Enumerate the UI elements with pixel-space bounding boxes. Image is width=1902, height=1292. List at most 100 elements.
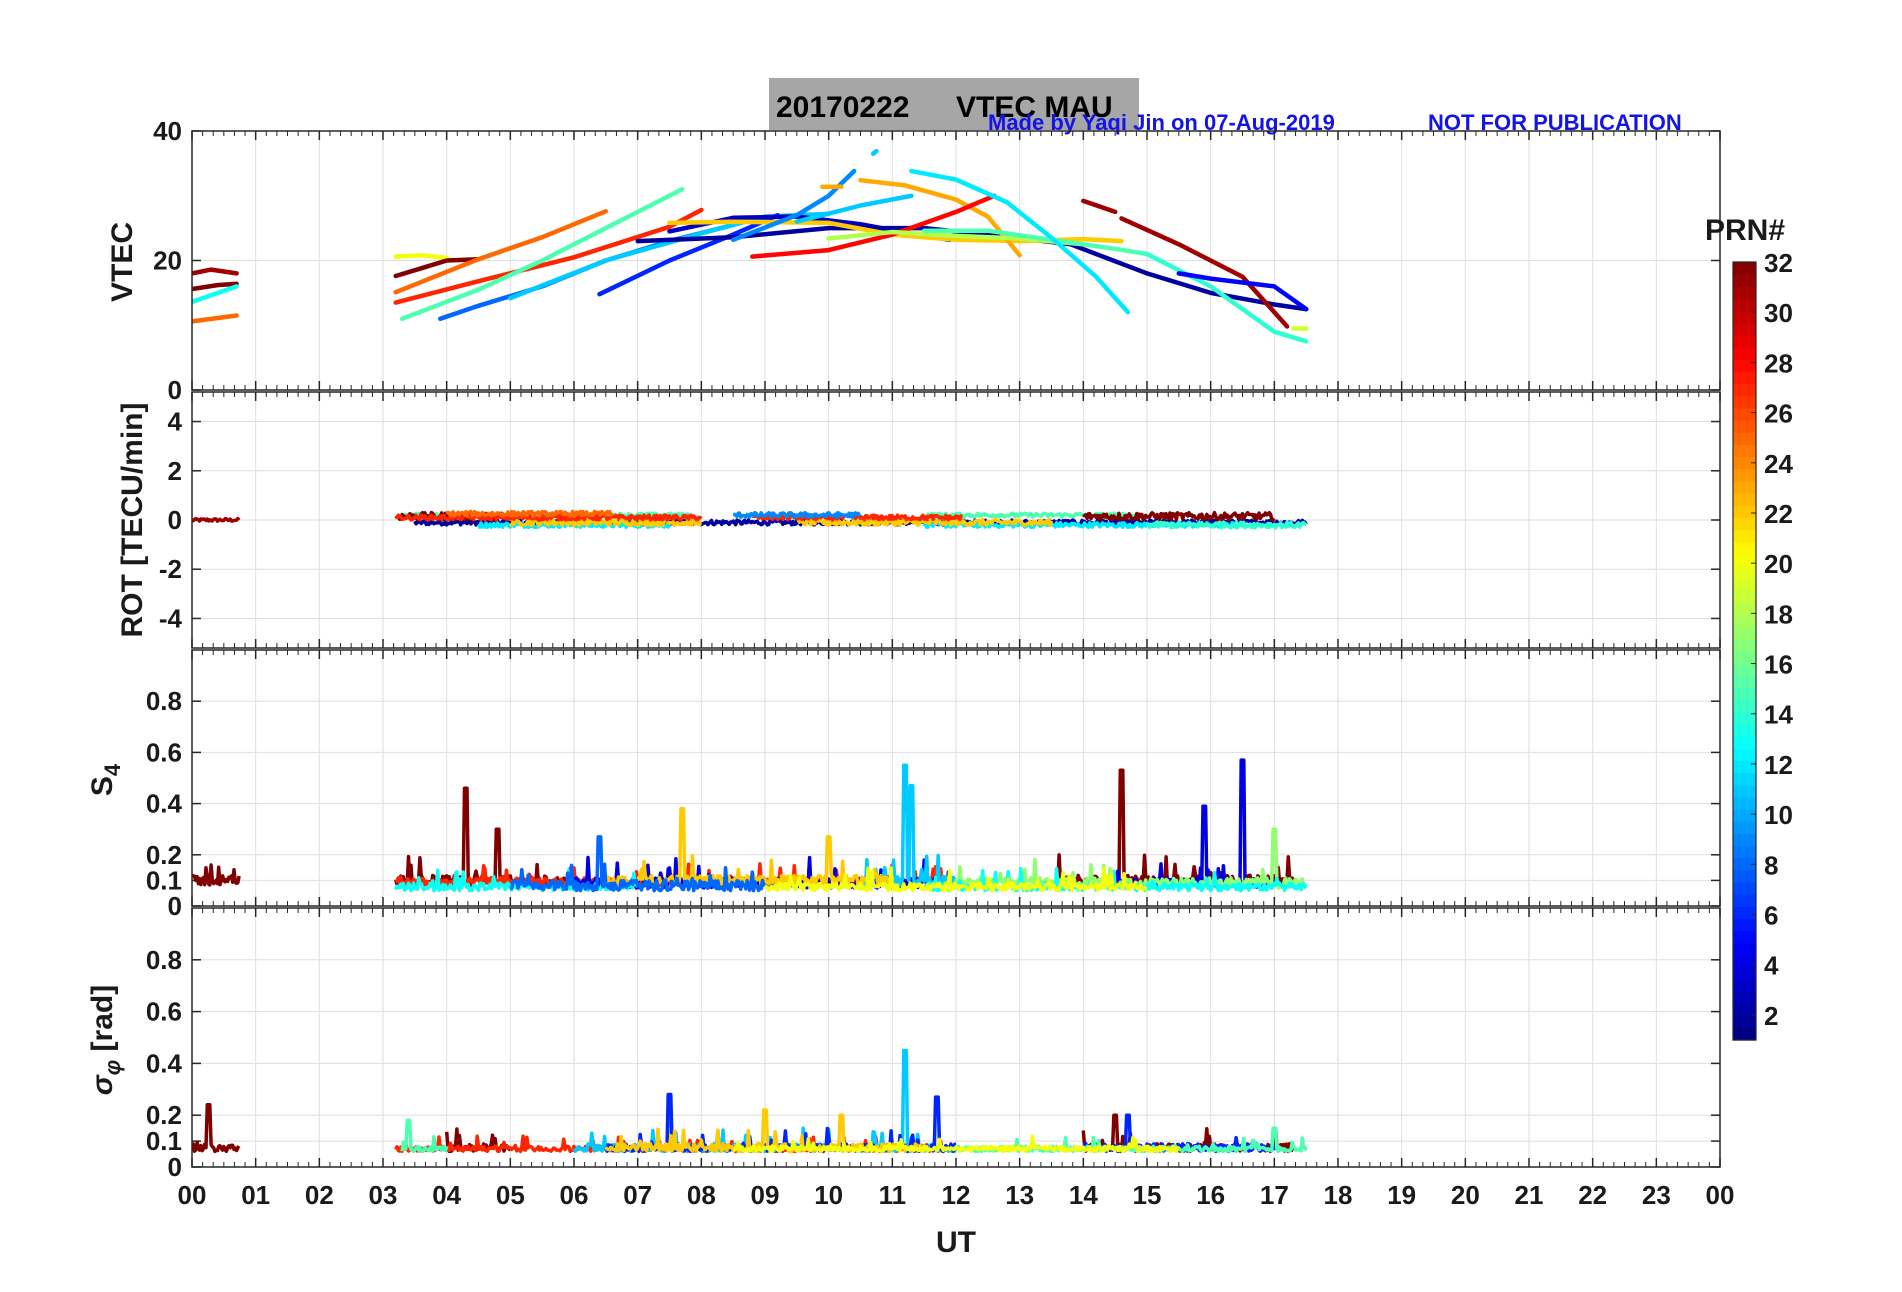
rot-ylabel: ROT [TECU/min] <box>116 403 149 638</box>
x-tick-label: 09 <box>751 1180 780 1210</box>
rot-series-prn-25 <box>445 509 614 519</box>
rot-series-prn-27 <box>395 513 703 522</box>
vtec-series-prn-25 <box>192 313 239 324</box>
s4-series-prn-8 <box>509 835 767 893</box>
x-tick-label: 11 <box>879 1180 907 1210</box>
colorbar-segment <box>1733 723 1756 737</box>
colorbar-segment <box>1733 675 1756 689</box>
colorbar-segment <box>1733 918 1756 932</box>
colorbar-segment <box>1733 638 1756 652</box>
colorbar-segment <box>1733 322 1756 336</box>
vtec-series-prn-32 <box>393 256 481 279</box>
colorbar-tick-label: 26 <box>1764 399 1793 429</box>
colorbar-segment <box>1733 821 1756 834</box>
x-axis-label: UT <box>936 1226 976 1259</box>
s4-ytick-label: 0.8 <box>146 686 182 716</box>
colorbar-segment <box>1733 492 1756 506</box>
vtec-series-prn-11 <box>794 193 914 224</box>
colorbar-segment <box>1733 480 1756 494</box>
colorbar-segment <box>1733 869 1756 883</box>
vtec-ytick-label: 40 <box>153 116 182 146</box>
colorbar-segment <box>1733 274 1756 287</box>
x-tick-label: 03 <box>369 1180 398 1210</box>
colorbar-segment <box>1733 334 1756 348</box>
x-tick-label: 18 <box>1324 1180 1353 1210</box>
vtec-series-prn-23 <box>858 177 1022 258</box>
sigma-ytick-label: 0.4 <box>146 1048 183 1078</box>
vtec-series-prn-6 <box>597 212 780 297</box>
panel-rot: -4 -2 0 2 4 ROT [TECU/min] <box>116 391 1721 649</box>
sigma-ytick-label: 0.8 <box>146 945 182 975</box>
x-tick-label: 01 <box>241 1180 270 1210</box>
s4-grid <box>192 650 1720 906</box>
colorbar-segment <box>1733 736 1756 749</box>
colorbar-segment <box>1733 578 1756 591</box>
colorbar-segment <box>1733 845 1756 859</box>
x-tick-label: 13 <box>1005 1180 1034 1210</box>
vtec-series-prn-31 <box>1081 198 1118 215</box>
colorbar-segment <box>1733 310 1756 324</box>
colorbar-segment <box>1733 468 1756 482</box>
s4-ytick-label: 0 <box>168 891 182 921</box>
s4-ylabel: S4 <box>86 763 125 796</box>
sigma-lines <box>192 1048 1308 1154</box>
colorbar-frame <box>1732 261 1757 1041</box>
title-box <box>769 78 1139 130</box>
vtec-series-prn-31 <box>192 267 239 276</box>
colorbar-segment <box>1733 553 1756 567</box>
colorbar-segment <box>1733 298 1756 312</box>
colorbar-segment <box>1733 383 1756 397</box>
panel-s4: 00.10.2 0.4 0.6 0.8 S4 <box>86 649 1721 921</box>
colorbar-segment <box>1733 651 1756 664</box>
colorbar-segment <box>1733 614 1756 628</box>
colorbar-tick-label: 8 <box>1764 850 1778 880</box>
s4-ytick-label: 0.1 <box>146 865 182 895</box>
vtec-grid <box>192 131 1720 390</box>
vtec-axes-box <box>191 130 1721 391</box>
rot-series-prn-32 <box>1082 510 1276 522</box>
rot-ytick-label: -4 <box>159 603 183 633</box>
colorbar-segment <box>1733 942 1756 956</box>
vtec-ytick-label: 20 <box>153 246 182 276</box>
colorbar-tick-label: 2 <box>1764 1001 1778 1031</box>
sigma-ticks <box>191 908 1721 1168</box>
x-tick-label: 07 <box>623 1180 652 1210</box>
colorbar-segment <box>1733 395 1756 409</box>
x-tick-label: 00 <box>1706 1180 1735 1210</box>
vtec-series-prn-14 <box>1144 251 1309 344</box>
rot-lines <box>192 509 1308 530</box>
colorbar-tick-label: 20 <box>1764 549 1793 579</box>
x-tick-label: 04 <box>432 1180 461 1210</box>
x-tick-label: 21 <box>1515 1180 1544 1210</box>
colorbar-segment <box>1733 590 1756 603</box>
colorbar-segment <box>1733 517 1756 531</box>
s4-ytick-label: 0.4 <box>146 789 183 819</box>
colorbar-segment <box>1733 699 1756 713</box>
colorbar-tick-label: 4 <box>1764 951 1779 981</box>
x-tick-label: 10 <box>814 1180 843 1210</box>
vtec-series-prn-20 <box>393 253 449 261</box>
rot-ytick-label: 4 <box>168 407 183 437</box>
rot-ytick-label: 0 <box>168 505 182 535</box>
sigma-axes-box <box>191 907 1721 1168</box>
colorbar-segment <box>1733 286 1756 300</box>
vtec-series-prn-31 <box>1119 216 1290 329</box>
vtec-series-prn-5 <box>1176 271 1309 312</box>
x-tick-label: 02 <box>305 1180 334 1210</box>
colorbar-segment <box>1733 262 1756 275</box>
x-tick-label: 16 <box>1196 1180 1225 1210</box>
colorbar-segment <box>1733 1027 1756 1041</box>
rot-series-prn-31 <box>192 516 241 523</box>
x-tick-label: 22 <box>1578 1180 1607 1210</box>
colorbar-tick-label: 18 <box>1764 599 1793 629</box>
colorbar-segment <box>1733 541 1756 555</box>
s4-series-prn-11 <box>859 763 958 888</box>
vtec-lines <box>192 148 1309 344</box>
colorbar-segment <box>1733 1003 1756 1017</box>
sigma-series-prn-32 <box>192 1103 241 1154</box>
colorbar-segment <box>1733 881 1756 895</box>
colorbar-segment <box>1733 991 1756 1005</box>
colorbar-segment <box>1733 432 1756 445</box>
x-tick-label: 20 <box>1451 1180 1480 1210</box>
